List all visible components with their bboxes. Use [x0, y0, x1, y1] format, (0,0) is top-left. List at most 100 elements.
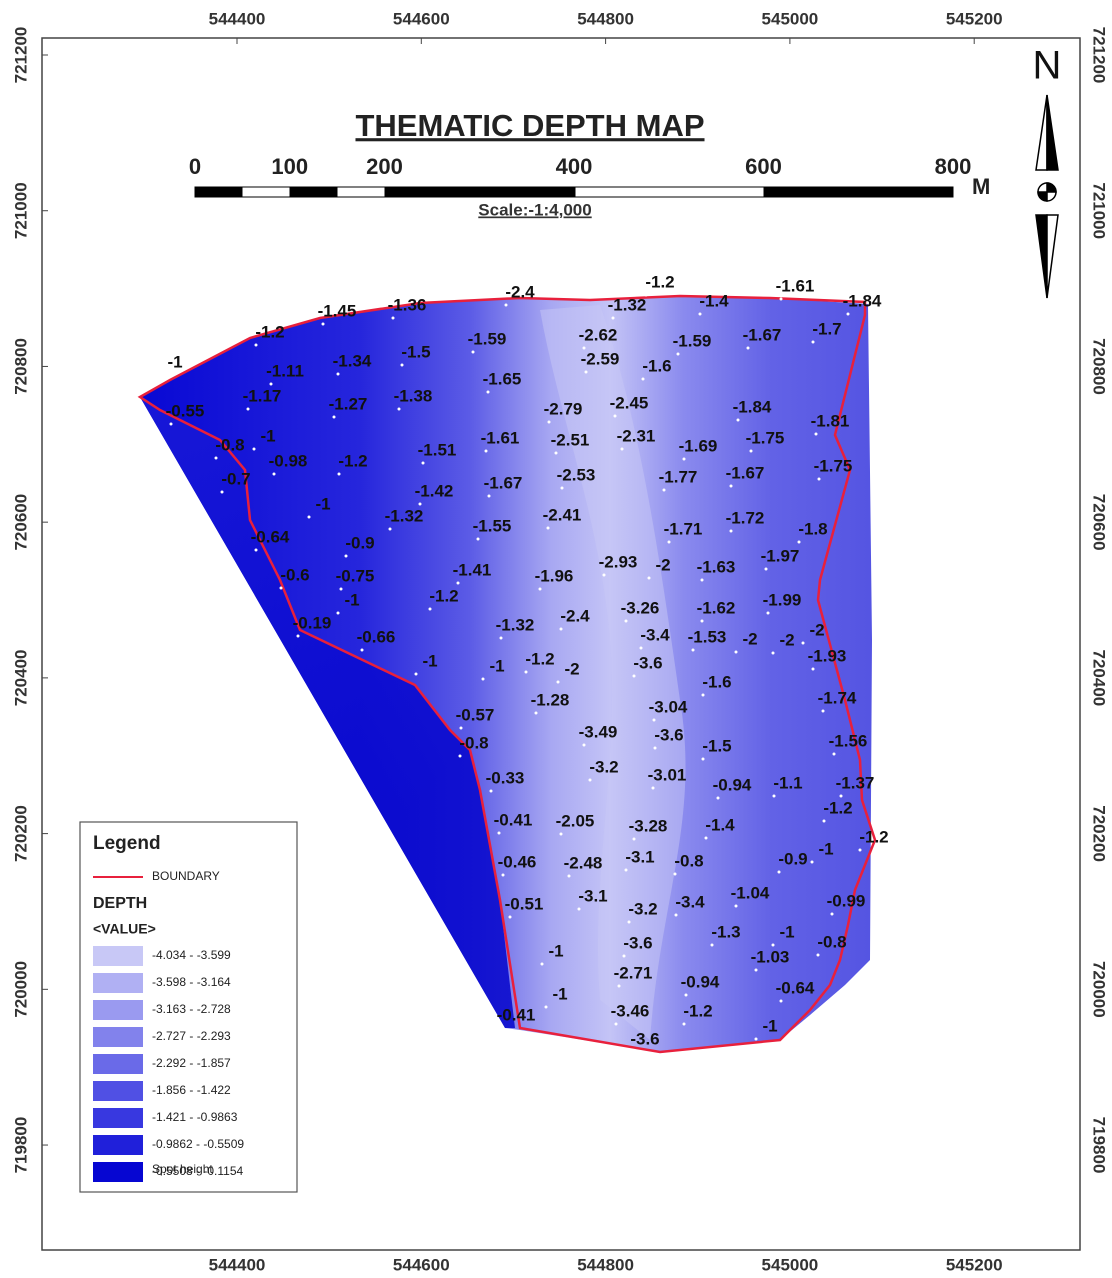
spot-height-label: -1.2: [823, 798, 852, 817]
spot-point: [701, 579, 704, 582]
map-figure: THEMATIC DEPTH MAP 0100200400600800 M Sc…: [0, 0, 1112, 1278]
spot-height-label: -1: [489, 656, 504, 675]
spot-height-label: -1.38: [394, 386, 433, 405]
spot-height-label: -1: [315, 494, 330, 513]
scale-segment: [290, 187, 337, 197]
y-tick-label: 721000: [11, 182, 30, 239]
spot-height-label: -2.4: [505, 282, 535, 301]
spot-point: [625, 869, 628, 872]
spot-point: [460, 727, 463, 730]
spot-height-label: -1: [260, 426, 275, 445]
y-tick-label: 721000: [1090, 182, 1109, 239]
spot-point: [711, 944, 714, 947]
spot-height-label: -3.2: [628, 899, 657, 918]
spot-point: [568, 875, 571, 878]
spot-point: [270, 383, 273, 386]
spot-height-label: -0.64: [776, 978, 815, 997]
spot-point: [477, 538, 480, 541]
spot-point: [702, 758, 705, 761]
spot-height-label: -1.61: [481, 428, 520, 447]
spot-height-label: -2.53: [557, 465, 596, 484]
spot-point: [847, 313, 850, 316]
spot-point: [548, 421, 551, 424]
scale-segment: [764, 187, 953, 197]
spot-point: [755, 1038, 758, 1041]
spot-height-label: -2.93: [599, 552, 638, 571]
spot-point: [831, 913, 834, 916]
spot-height-label: -0.33: [486, 768, 525, 787]
scale-tick-label: 200: [366, 154, 403, 179]
spot-height-label: -3.6: [630, 1029, 659, 1048]
spot-height-label: -0.8: [215, 435, 244, 454]
legend-field: DEPTH: [93, 895, 147, 912]
legend-swatch: [93, 1081, 143, 1101]
spot-point: [755, 969, 758, 972]
spot-height-label: -3.1: [578, 886, 607, 905]
spot-height-label: -1.5: [401, 342, 430, 361]
legend-swatch: [93, 1135, 143, 1155]
spot-height-label: -0.98: [269, 451, 308, 470]
spot-height-label: -1.8: [798, 519, 827, 538]
spot-point: [705, 837, 708, 840]
x-tick-label: 544600: [393, 1255, 450, 1274]
spot-point: [822, 710, 825, 713]
spot-point: [652, 787, 655, 790]
spot-point: [773, 795, 776, 798]
spot-point: [663, 489, 666, 492]
spot-point: [485, 450, 488, 453]
spot-height-label: -3.1: [625, 847, 654, 866]
spot-height-label: -0.7: [221, 469, 250, 488]
map-title: THEMATIC DEPTH MAP: [355, 108, 704, 143]
y-tick-label: 720000: [1090, 961, 1109, 1018]
legend-class-label: -3.598 - -3.164: [152, 975, 231, 989]
spot-height-label: -1.4: [699, 291, 729, 310]
spot-height-label: -3.6: [623, 933, 652, 952]
spot-point: [560, 628, 563, 631]
spot-height-label: -1.32: [385, 506, 424, 525]
spot-point: [429, 608, 432, 611]
spot-point: [589, 779, 592, 782]
spot-point: [818, 478, 821, 481]
scale-tick-label: 600: [745, 154, 782, 179]
spot-height-label: -1.59: [468, 329, 507, 348]
spot-height-label: -1.2: [525, 649, 554, 668]
spot-height-label: -1.3: [711, 922, 740, 941]
spot-height-label: -1: [818, 839, 833, 858]
legend-swatch: [93, 973, 143, 993]
scale-tick-label: 800: [935, 154, 972, 179]
y-tick-label: 720800: [11, 338, 30, 395]
spot-point: [457, 582, 460, 585]
spot-height-label: -1.6: [702, 672, 731, 691]
spot-point: [630, 1051, 633, 1054]
spot-height-label: -1.55: [473, 516, 512, 535]
spot-point: [683, 1023, 686, 1026]
spot-point: [668, 541, 671, 544]
spot-point: [840, 795, 843, 798]
spot-height-label: -1.74: [818, 688, 857, 707]
north-label: N: [1033, 44, 1062, 88]
x-tick-label: 545200: [946, 9, 1003, 28]
spot-point: [683, 458, 686, 461]
spot-point: [802, 642, 805, 645]
spot-point: [778, 871, 781, 874]
spot-point: [621, 448, 624, 451]
spot-point: [419, 503, 422, 506]
spot-height-label: -0.19: [293, 613, 332, 632]
spot-height-label: -1.2: [645, 272, 674, 291]
spot-point: [501, 1027, 504, 1030]
spot-height-label: -1.97: [761, 546, 800, 565]
scale-bar: [195, 187, 953, 197]
spot-point: [525, 671, 528, 674]
spot-height-label: -1.32: [496, 615, 535, 634]
spot-point: [772, 652, 775, 655]
spot-point: [337, 612, 340, 615]
spot-point: [767, 612, 770, 615]
spot-height-label: -1.28: [531, 690, 570, 709]
spot-height-label: -2: [809, 620, 824, 639]
y-tick-label: 720200: [1090, 805, 1109, 862]
spot-height-label: -1.84: [733, 397, 772, 416]
spot-point: [730, 530, 733, 533]
spot-height-label: -1.61: [776, 276, 815, 295]
spot-height-label: -2: [564, 659, 579, 678]
x-tick-label: 544800: [577, 1255, 634, 1274]
